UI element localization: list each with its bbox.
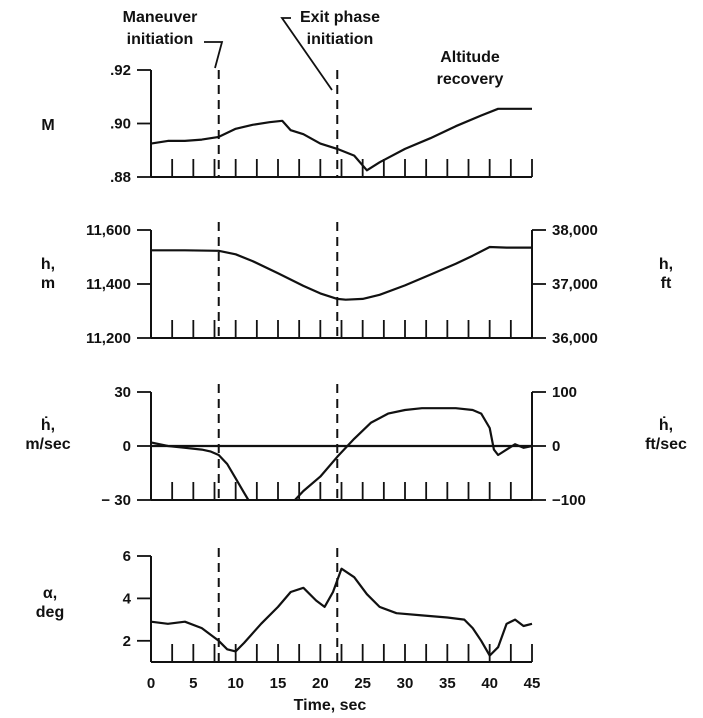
rate-right-y-axis-title-line-1: ḣ,: [659, 415, 673, 434]
panel-altitude: 11,200 11,400 11,600 h, m 36,000 37,000 38,000 h…: [41, 222, 673, 347]
x-tick-label: 10: [227, 675, 244, 692]
x-tick-label: 45: [524, 675, 541, 692]
alpha-y-axis-title: α, deg: [36, 585, 64, 621]
x-tick-label: 15: [270, 675, 287, 692]
altitude-right-y-tick-label: 38,000: [552, 222, 598, 239]
rate-y-tick-label: 30: [114, 384, 131, 401]
mach-series-line-1: [150, 107, 532, 172]
rate-right-y-tick-label: 0: [552, 438, 560, 455]
maneuver-annotation: Maneuver initiation: [123, 9, 198, 48]
panel-rate: − 30 0 30 ḣ, m/sec −100 0 100 ḣ, ft/sec: [25, 384, 687, 509]
altitude-y-axis-title: h, m: [41, 256, 55, 292]
rate-right-y-tick-label: 100: [552, 384, 577, 401]
altitude-y-tick-label: 11,600: [86, 222, 131, 239]
rate-right-y-axis-title: ḣ, ft/sec: [645, 415, 687, 453]
rate-right-y-tick-label: −100: [552, 492, 586, 509]
altitude-right-y-axis-title-line-1: h,: [659, 256, 673, 273]
exit-annotation-line-1: Exit phase: [300, 9, 380, 26]
altitude-right-y-tick-label: 37,000: [552, 276, 598, 293]
alpha-y-axis-title-line-1: α,: [43, 585, 57, 602]
recovery-annotation-line-1: Altitude: [440, 49, 500, 66]
mach-y-tick-label: .90: [110, 116, 131, 133]
exit-annotation: Exit phase initiation: [300, 9, 380, 48]
altitude-right-y-axis-title: h, ft: [659, 256, 673, 292]
x-tick-label: 5: [189, 675, 197, 692]
annotations: Maneuver initiation Exit phase initiation Al…: [123, 9, 504, 91]
rate-y-axis-title-line-1: ḣ,: [41, 415, 55, 434]
x-tick-label: 40: [481, 675, 498, 692]
maneuver-annotation-line-1: Maneuver: [123, 9, 198, 26]
rate-series-line-2: [294, 407, 533, 501]
altitude-y-tick-label: 11,400: [86, 276, 131, 293]
mach-y-axis-title-line-1: M: [41, 117, 54, 134]
exit-annotation-line-2: initiation: [307, 31, 374, 48]
alpha-y-tick-label: 2: [123, 633, 131, 650]
mach-y-tick-label: .88: [110, 169, 131, 186]
recovery-annotation: Altitude recovery: [437, 49, 504, 88]
rate-series-line-1: [150, 441, 250, 501]
alpha-y-axis-title-line-2: deg: [36, 604, 64, 621]
rate-y-axis-title-line-2: m/sec: [25, 436, 70, 453]
x-tick-label: 0: [147, 675, 155, 692]
x-tick-label: 20: [312, 675, 329, 692]
mach-y-tick-label: .92: [110, 62, 131, 79]
altitude-y-axis-title-line-1: h,: [41, 256, 55, 273]
altitude-y-tick-label: 11,200: [86, 330, 131, 347]
alpha-series-line-1: [150, 567, 533, 657]
altitude-series-line-1: [151, 245, 532, 301]
x-axis: Time, sec 0 5 10 15 20 25 30 35 40 45: [147, 675, 541, 714]
x-tick-label: 25: [354, 675, 371, 692]
panel-mach: .88 .90 .92 M: [41, 62, 533, 186]
x-tick-label: 30: [397, 675, 414, 692]
mach-y-axis-title: M: [41, 117, 54, 134]
recovery-annotation-line-2: recovery: [437, 71, 504, 88]
rate-right-y-axis-title-line-2: ft/sec: [645, 436, 687, 453]
alpha-y-tick-label: 4: [123, 590, 132, 607]
rate-y-tick-label: − 30: [101, 492, 131, 509]
altitude-right-y-axis-title-line-2: ft: [661, 275, 672, 292]
altitude-right-y-tick-label: 36,000: [552, 330, 598, 347]
x-axis-title: Time, sec: [294, 697, 367, 714]
alpha-y-tick-label: 6: [123, 548, 131, 565]
rate-y-axis-title: ḣ, m/sec: [25, 415, 70, 453]
x-tick-label: 35: [439, 675, 456, 692]
rate-y-tick-label: 0: [123, 438, 131, 455]
exit-leader: [280, 17, 333, 91]
maneuver-leader: [204, 41, 224, 69]
panel-alpha: 2 4 6 α, deg: [36, 548, 533, 663]
maneuver-annotation-line-2: initiation: [127, 31, 194, 48]
altitude-y-axis-title-line-2: m: [41, 275, 55, 292]
